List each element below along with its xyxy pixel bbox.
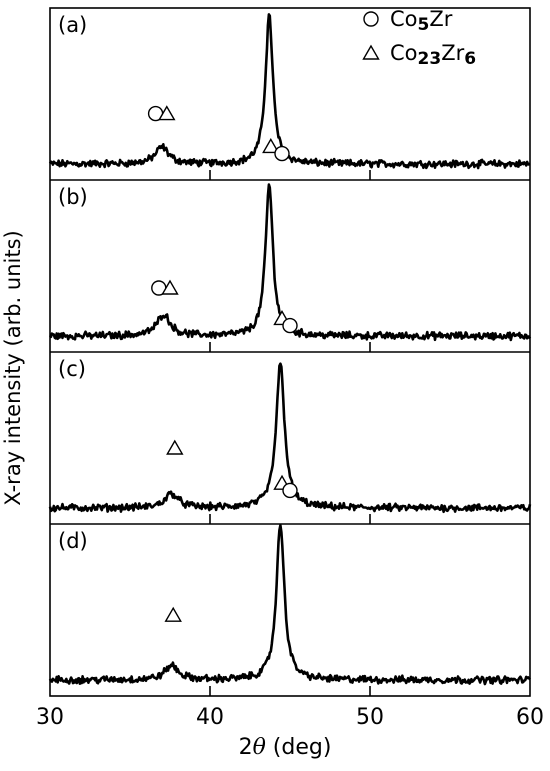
co5zr-circle-marker — [282, 482, 298, 499]
x-tick-label: 40 — [196, 705, 224, 730]
xrd-pattern-line — [48, 523, 531, 686]
xrd-pattern-line — [48, 183, 532, 342]
panel-1: (a) — [48, 13, 531, 181]
co23zr6-triangle-marker — [158, 105, 176, 121]
x-tick-label: 50 — [356, 705, 384, 730]
co23zr6-triangle-marker — [164, 606, 182, 622]
x-tick-label: 60 — [516, 705, 544, 730]
panel-label: (b) — [58, 185, 88, 209]
legend-triangle-icon — [362, 44, 380, 60]
panel-label: (a) — [58, 13, 87, 37]
co23zr6-triangle-marker — [161, 279, 179, 295]
x-label-prefix: 2 — [238, 735, 253, 760]
legend-label: Co5Zr — [390, 7, 453, 35]
legend-entry: Co5Zr — [363, 7, 453, 35]
y-axis-label: X-ray intensity (arb. units) — [1, 230, 25, 506]
co23zr6-triangle-marker — [166, 439, 184, 455]
x-tick-label: 30 — [36, 705, 64, 730]
x-axis-label: 2θ (deg) — [205, 734, 365, 762]
panel-label: (c) — [58, 357, 86, 381]
co5zr-circle-marker — [282, 317, 298, 334]
legend-entry: Co23Zr6 — [362, 41, 476, 69]
panel-3: (c) — [48, 309, 532, 525]
xrd-pattern-line — [48, 13, 531, 170]
co23zr6-triangle-marker — [262, 137, 280, 154]
panel-label: (d) — [58, 529, 88, 553]
legend-label: Co23Zr6 — [390, 41, 476, 69]
legend-circle-icon — [363, 11, 379, 27]
x-label-theta: θ — [252, 735, 266, 760]
panel-4: (d) — [48, 474, 531, 696]
x-label-suffix: (deg) — [265, 735, 332, 760]
xrd-pattern-line — [48, 362, 532, 514]
co5zr-circle-marker — [274, 145, 290, 162]
